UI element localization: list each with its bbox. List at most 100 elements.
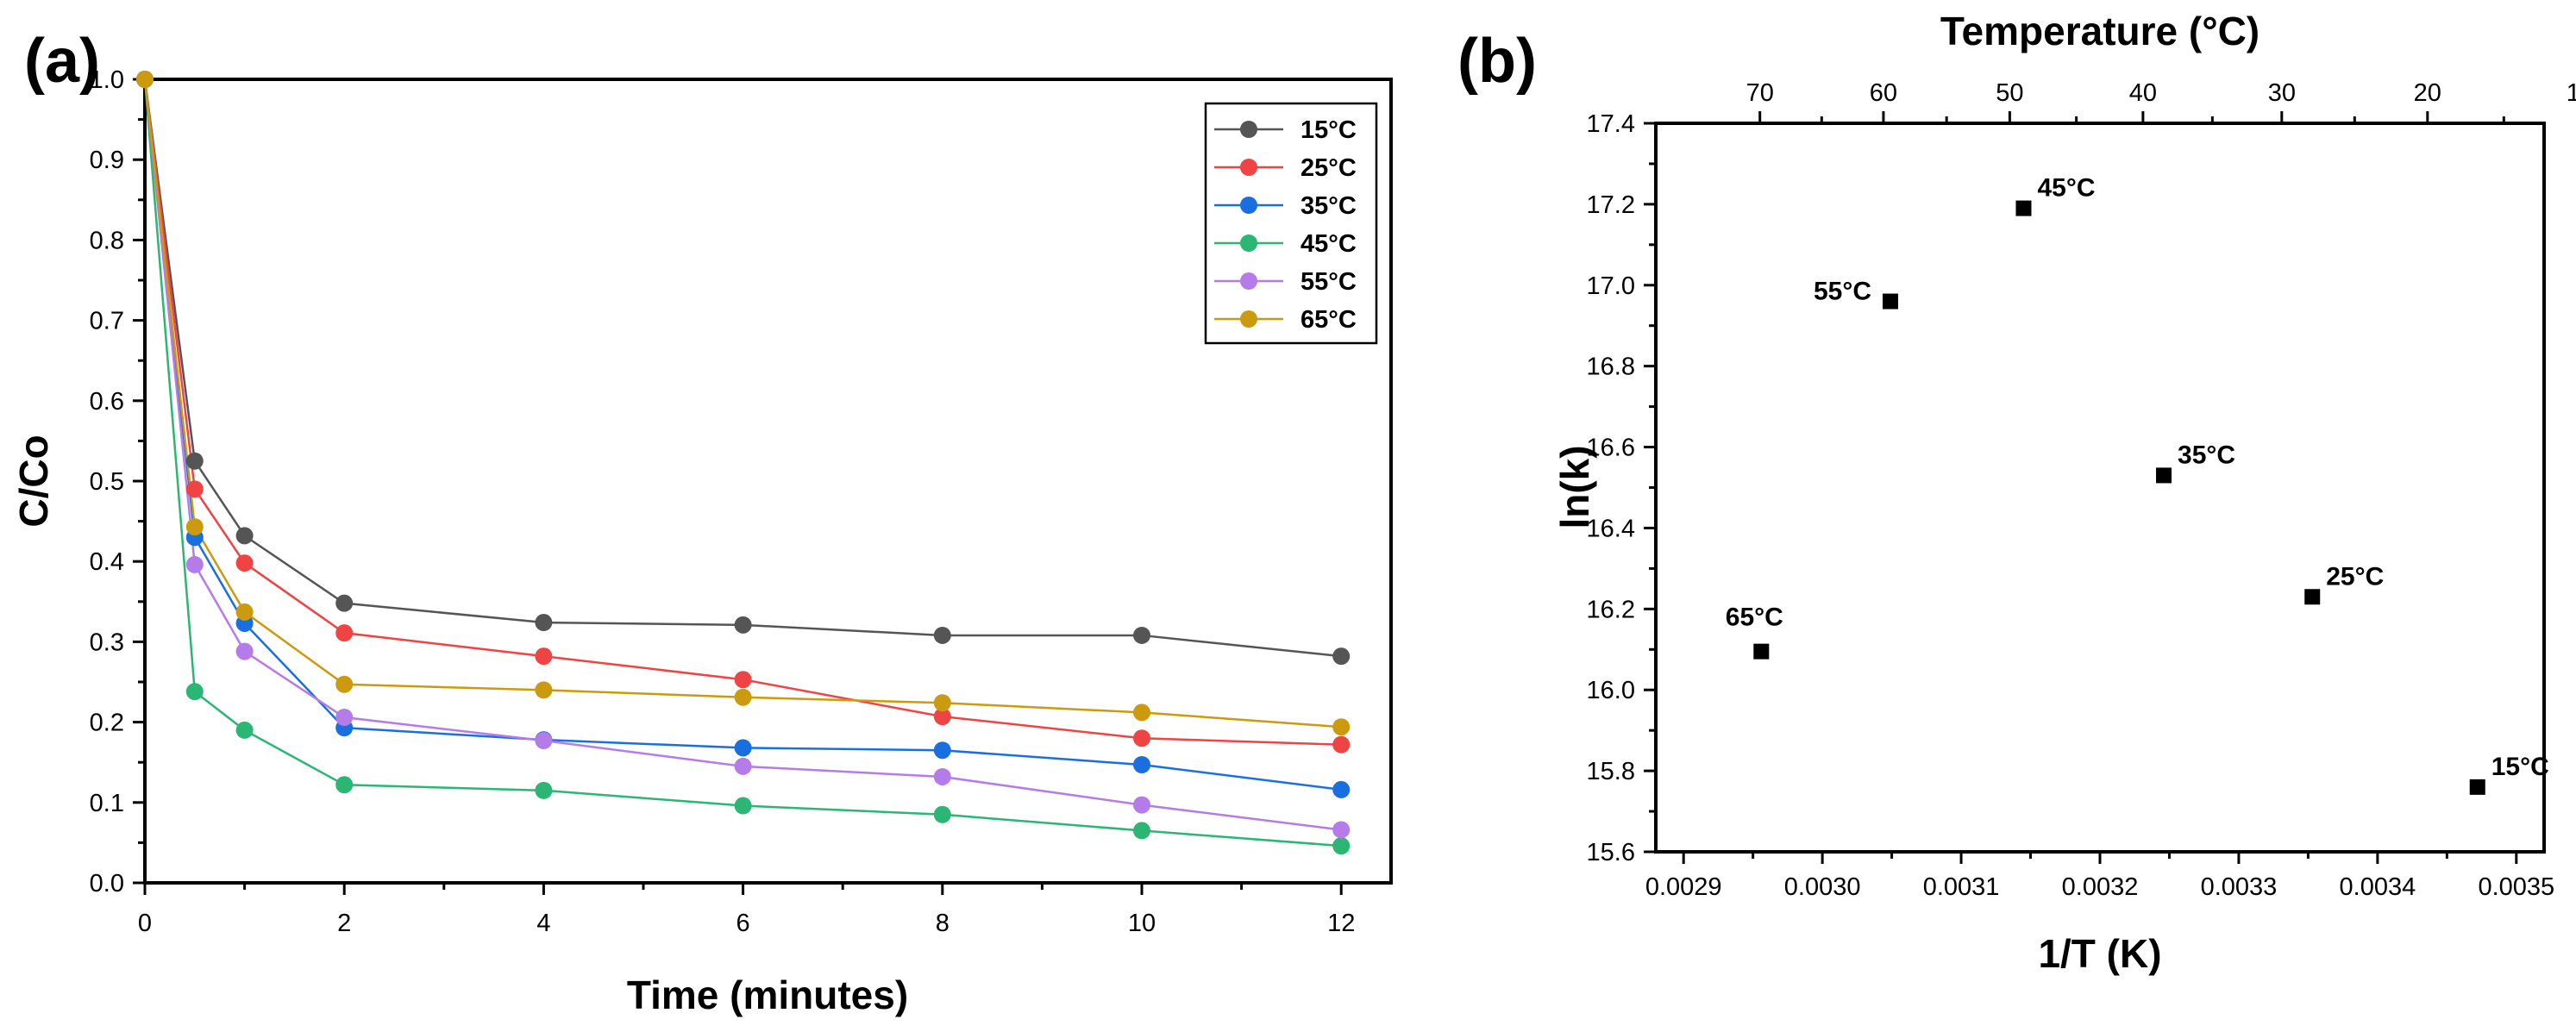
chart-b-x-tick-label: 0.0030 [1784,873,1861,901]
data-point-65°C [933,694,951,712]
point-label-45°C: 45°C [2037,174,2095,203]
chart-b-y-tick-label: 17.4 [1587,110,1635,138]
chart-a-y-tick-label: 0.4 [90,548,124,576]
data-point-15°C [535,614,553,632]
chart-a-x-tick-label: 0 [138,910,152,937]
chart-b-ticks: 0.0029 0.0030 0.0031 0.0032 0.0033 0.0034 0.00… [1587,79,2576,901]
data-point-35°C [1133,755,1150,773]
data-point-35°C [1332,780,1351,798]
chart-b-points: 65°C 55°C 45°C 35°C 25°C 15°C [1726,174,2549,795]
chart-b-y-tick-label: 15.6 [1587,839,1635,866]
chart-a-x-tick-label: 12 [1327,910,1355,937]
data-point-15°C [1332,647,1351,666]
data-point-65°C [136,71,154,88]
data-point-55°C [535,732,553,750]
legend-label-25°C: 25°C [1301,154,1357,182]
series-line-25°C [143,78,1342,746]
chart-b-top-tick-label: 40 [2129,79,2157,107]
chart-a-x-tick-label: 10 [1128,910,1156,937]
chart-a-frame [143,78,1393,885]
data-point-15°C [2469,779,2485,795]
chart-a-y-tick-label: 0.1 [90,790,124,817]
chart-a-y-tick-label: 0.7 [90,308,124,335]
legend-marker-55°C [1240,272,1257,290]
point-label-65°C: 65°C [1726,604,1783,632]
data-point-65°C [734,688,752,706]
data-point-45°C [335,776,354,794]
chart-b-y-tick-label: 17.2 [1587,191,1635,219]
data-point-35°C [2156,467,2172,484]
legend-label-45°C: 45°C [1301,230,1357,258]
data-point-15°C [185,452,204,470]
point-label-55°C: 55°C [1814,278,1871,306]
data-point-15°C [235,527,254,545]
data-point-25°C [235,554,254,572]
chart-b-top-tick-label: 70 [1746,79,1774,107]
legend-marker-45°C [1240,235,1257,252]
chart-a-series [136,71,1351,855]
chart-a-y-tick-label: 1.0 [90,66,124,94]
chart-b-y-tick-label: 16.0 [1587,677,1635,704]
chart-b-x-tick-label: 0.0032 [2062,873,2139,901]
data-point-65°C [235,603,254,621]
chart-b: (b) 0.0029 0.0030 0.0031 0.0032 0.0033 0.0034… [1457,9,2576,976]
series-line-55°C [143,78,1342,831]
data-point-55°C [1882,293,1898,310]
legend-marker-15°C [1240,121,1257,138]
chart-b-frame [1654,122,2546,854]
data-point-15°C [335,594,354,612]
legend-label-15°C: 15°C [1301,116,1357,144]
chart-a-y-tick-label: 0.9 [90,147,124,174]
data-point-45°C [1332,837,1351,855]
chart-b-y-tick-label: 17.0 [1587,272,1635,300]
chart-a-y-tick-label: 0.2 [90,710,124,737]
chart-b-y-axis-title: ln(k) [1552,445,1597,529]
data-point-65°C [1753,643,1770,660]
data-point-45°C [235,721,254,739]
legend-label-65°C: 65°C [1301,306,1357,334]
data-point-25°C [734,671,752,689]
chart-b-top-tick-label: 30 [2268,79,2296,107]
data-point-25°C [1332,735,1351,754]
data-point-55°C [933,767,951,785]
data-point-55°C [235,642,254,660]
data-point-15°C [1133,626,1150,644]
chart-a-y-tick-label: 0.8 [90,227,124,254]
data-point-65°C [535,681,553,699]
chart-b-x-tick-label: 0.0029 [1645,873,1722,901]
series-line-45°C [143,78,1342,847]
chart-b-x-tick-label: 0.0035 [2478,873,2554,901]
panel-b-label: (b) [1457,27,1537,96]
chart-a-ticks: 0 2 4 6 8 10 12 0.0 0.1 0.2 0.3 0.4 0.5 0.6 0.7 0.8 0.9 1… [90,66,1356,937]
chart-b-y-tick-label: 15.8 [1587,758,1635,785]
data-point-25°C [535,647,553,666]
chart-b-y-tick-label: 16.6 [1587,435,1635,462]
data-point-65°C [1133,704,1150,722]
point-label-25°C: 25°C [2326,562,2384,591]
chart-b-x-tick-label: 0.0031 [1923,873,2000,901]
legend-marker-25°C [1240,159,1257,176]
legend-label-35°C: 35°C [1301,192,1357,220]
chart-b-x-tick-label: 0.0033 [2201,873,2278,901]
legend-marker-35°C [1240,197,1257,214]
data-point-45°C [933,805,951,823]
chart-b-y-tick-label: 16.4 [1587,515,1635,542]
chart-a-x-tick-label: 4 [536,910,550,937]
data-point-35°C [734,739,752,757]
data-point-55°C [1133,796,1150,814]
chart-b-top-tick-label: 50 [1996,79,2023,107]
data-point-45°C [535,781,553,799]
chart-a-x-axis-title: Time (minutes) [627,973,908,1017]
data-point-25°C [335,624,354,642]
chart-a-y-axis-title: C/Co [11,435,56,527]
chart-a-y-tick-label: 0.6 [90,388,124,416]
data-point-55°C [185,555,204,573]
data-point-55°C [335,709,354,727]
chart-b-x-tick-label: 0.0034 [2340,873,2416,901]
chart-b-top-tick-label: 10 [2567,79,2576,107]
chart-a-x-tick-label: 2 [337,910,351,937]
legend-marker-65°C [1240,310,1257,328]
chart-a-y-tick-label: 0.3 [90,629,124,656]
data-point-45°C [2015,200,2032,216]
